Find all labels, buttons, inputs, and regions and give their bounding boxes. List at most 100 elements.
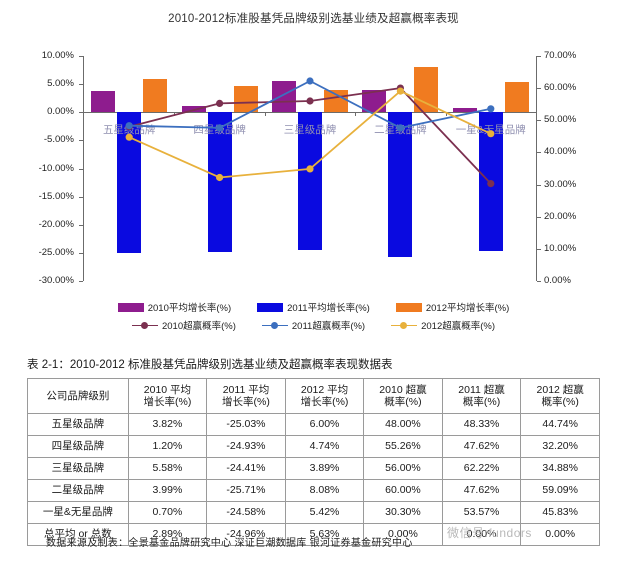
table-cell-r2-c2: 3.89% (284, 457, 365, 480)
bar-2010平均增长率-四星级品牌 (181, 105, 206, 113)
marker-3-3 (396, 84, 404, 92)
right-axis-tick-label: 40.00% (544, 146, 577, 158)
left-tick (79, 252, 83, 254)
table-column-header-4: 2010 超赢 概率(%) (363, 378, 443, 414)
legend-label-line-2010: 2010超赢概率(%) (161, 321, 236, 332)
right-axis-tick-label: 60.00% (544, 82, 577, 94)
left-axis-tick-label: -10.00% (38, 162, 74, 174)
table-row-label: 三星级品牌 (27, 457, 129, 480)
table-cell-r2-c4: 62.22% (441, 457, 522, 480)
bar-2010平均增长率-五星级品牌 (91, 90, 116, 113)
left-tick (79, 224, 83, 226)
legend-swatch-bar-2012 (395, 302, 422, 312)
legend-swatch-line-2010 (131, 321, 158, 330)
category-tick (264, 112, 266, 117)
legend-item-bar-2012: 2012平均增长率(%) (395, 300, 509, 314)
table-row: 三星级品牌 5.58% -24.41% 3.89% 56.00% 62.22% 34.88% (27, 457, 600, 480)
table-cell-r5-c4: 0.00% (441, 523, 522, 546)
table-cell-r4-c2: 5.42% (284, 501, 365, 524)
table-row: 四星级品牌 1.20% -24.93% 4.74% 55.26% 47.62% 32.20% (27, 435, 600, 458)
left-tick (79, 84, 83, 86)
x-axis-label-4: 一星&无星品牌 (455, 124, 526, 137)
legend-item-bar-2010: 2010平均增长率(%) (117, 300, 231, 314)
table-row: 总平均 or 总数 2.89% -24.96% 5.63% 0.00% 0.00% 0.00… (27, 523, 600, 546)
right-tick (537, 88, 541, 90)
table-caption: 表 2-1：2010-2012 标准股基凭品牌级别选基业绩及超赢概率表现数据表 (27, 359, 393, 371)
bar-2012平均增长率-四星级品牌 (233, 85, 258, 113)
left-axis-tick-label: -20.00% (38, 218, 74, 230)
right-axis-tick-label: 30.00% (544, 178, 577, 190)
category-tick (174, 112, 176, 117)
table-cell-r2-c3: 56.00% (363, 457, 443, 480)
table-cell-r1-c0: 1.20% (127, 435, 208, 458)
table-cell-r1-c5: 32.20% (520, 435, 600, 458)
table-column-header-6: 2012 超赢 概率(%) (520, 378, 600, 414)
table-cell-r2-c5: 34.88% (520, 457, 600, 480)
legend-swatch-line-2012 (391, 321, 418, 330)
table-cell-r0-c5: 44.74% (520, 413, 600, 436)
watermark: 微信号:fundors (447, 526, 532, 540)
table-cell-r0-c4: 48.33% (441, 413, 522, 436)
marker-3-2 (306, 97, 314, 105)
left-tick (79, 281, 83, 282)
bar-2012平均增长率-一星&无星品牌 (504, 81, 529, 113)
table-cell-r2-c0: 5.58% (127, 457, 208, 480)
left-axis (83, 56, 84, 281)
bar-2012平均增长率-二星级品牌 (414, 66, 439, 113)
table-column-header-1: 2010 平均 增长率(%) (127, 378, 208, 414)
table-cell-r3-c5: 59.09% (520, 479, 600, 502)
legend-item-bar-2011: 2011平均增长率(%) (257, 300, 370, 314)
table-cell-r1-c3: 55.26% (363, 435, 443, 458)
table-column-header-5: 2011 超赢 概率(%) (441, 378, 522, 414)
table-cell-r1-c2: 4.74% (284, 435, 365, 458)
table-column-header-0: 公司品牌级别 (27, 378, 129, 414)
left-tick (79, 196, 83, 198)
legend-label-line-2011: 2011超赢概率(%) (291, 321, 366, 332)
table-cell-r4-c1: -24.58% (206, 501, 286, 524)
legend-item-line-2010: 2010超赢概率(%) (131, 318, 236, 332)
table-cell-r0-c1: -25.03% (206, 413, 286, 436)
table-cell-r4-c5: 45.83% (520, 501, 600, 524)
table-cell-r0-c2: 6.00% (284, 413, 365, 436)
table-row-label: 五星级品牌 (27, 413, 129, 436)
bar-2010平均增长率-三星级品牌 (272, 80, 296, 113)
table-cell-r5-c0: 2.89% (127, 523, 208, 546)
table-body: 五星级品牌 3.82% -25.03% 6.00% 48.00% 48.33% 44.74%… (27, 413, 600, 546)
marker-3-1 (216, 99, 224, 107)
table-cell-r4-c3: 30.30% (363, 501, 443, 524)
table-cell-r5-c3: 0.00% (363, 523, 443, 546)
table-cell-r1-c1: -24.93% (206, 435, 286, 458)
bar-2010平均增长率-二星级品牌 (362, 89, 387, 113)
right-tick (537, 56, 541, 57)
right-axis (536, 56, 537, 281)
legend-label-bar-2011: 2011平均增长率(%) (287, 303, 370, 314)
table-row-label: 四星级品牌 (27, 435, 129, 458)
legend-row-lines: 2010超赢概率(%) 2011超赢概率(%) 2012超赢概率(%) (0, 318, 627, 332)
left-axis-tick-label: 0.00% (47, 106, 74, 118)
table-cell-r3-c0: 3.99% (127, 479, 208, 502)
left-axis-tick-label: 5.00% (47, 78, 74, 90)
table-cell-r5-c2: 5.63% (284, 523, 365, 546)
right-tick (537, 248, 541, 250)
chart-plot-area: 10.00% 5.00% 0.00% -5.00% -10.00% -15.00% -20.… (0, 46, 627, 296)
right-tick (537, 120, 541, 122)
legend-item-line-2011: 2011超赢概率(%) (261, 318, 366, 332)
table-row-label: 一星&无星品牌 (27, 501, 129, 524)
table-cell-r0-c3: 48.00% (363, 413, 443, 436)
table-row: 一星&无星品牌 0.70% -24.58% 5.42% 30.30% 53.57% 45.8… (27, 501, 600, 524)
legend-swatch-bar-2011 (257, 302, 284, 312)
bar-2012平均增长率-三星级品牌 (324, 90, 348, 113)
left-tick (79, 112, 83, 114)
table-cell-r1-c4: 47.62% (441, 435, 522, 458)
right-axis-tick-label: 0.00% (544, 275, 571, 286)
left-axis-tick-label: -5.00% (43, 134, 74, 146)
left-axis-tick-label: -25.00% (38, 246, 74, 258)
table-cell-r0-c0: 3.82% (127, 413, 208, 436)
bar-2012平均增长率-五星级品牌 (143, 78, 168, 113)
chart-legend: 2010平均增长率(%) 2011平均增长率(%) 2012平均增长率(%) 2… (0, 300, 627, 336)
legend-row-bars: 2010平均增长率(%) 2011平均增长率(%) 2012平均增长率(%) (0, 300, 627, 314)
table-cell-r3-c2: 8.08% (284, 479, 365, 502)
table-column-header-3: 2012 平均 增长率(%) (284, 378, 365, 414)
right-axis-tick-label: 20.00% (544, 210, 577, 222)
table-head: 公司品牌级别 2010 平均 增长率(%) 2011 平均 增长率(%) 2012 平均增… (27, 378, 600, 414)
